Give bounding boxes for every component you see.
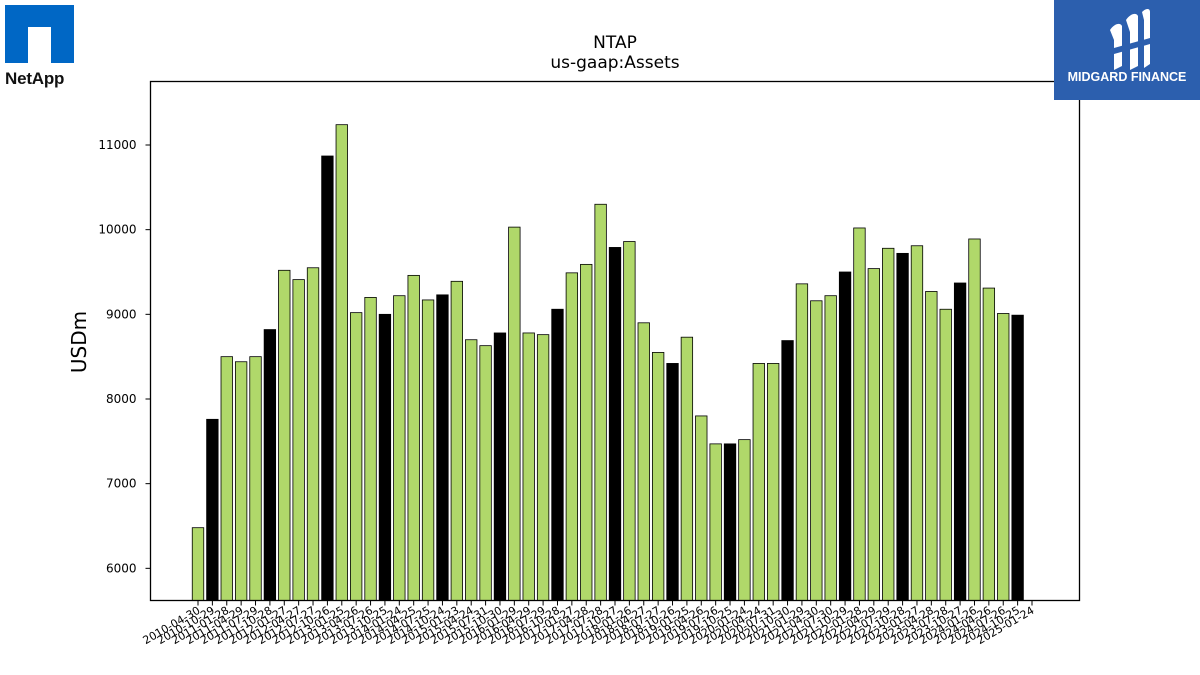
bar-2022-10-28 (896, 252, 909, 601)
y-tick-label: 10000 (98, 223, 136, 237)
bar-2010-04-30 (191, 527, 205, 601)
bar-2014-01-24 (393, 295, 406, 601)
midgard-finance-logo: MIDGARD FINANCE (1054, 0, 1200, 100)
bar-2019-01-25 (680, 336, 694, 601)
bar-2018-01-26 (623, 241, 636, 601)
x-axis: 2010-04-302010-10-292011-01-282011-04-29… (141, 600, 1037, 647)
bar-2011-01-28 (220, 356, 233, 601)
bar-2016-04-29 (522, 332, 535, 601)
bar-2023-07-28 (939, 308, 952, 601)
bar-2019-10-25 (723, 443, 737, 601)
bar-2022-04-29 (867, 268, 880, 601)
netapp-logo-icon (5, 5, 74, 63)
y-axis-label: USDm (67, 311, 91, 373)
bar-2017-04-28 (580, 263, 593, 601)
bar-2017-10-27 (608, 247, 622, 601)
bar-2019-04-26 (695, 415, 708, 601)
bar-2013-01-25 (335, 124, 348, 601)
y-tick-label: 6000 (106, 561, 137, 575)
bar-2021-07-30 (824, 295, 837, 601)
y-tick-label: 8000 (106, 392, 137, 406)
bar-2018-04-27 (637, 322, 650, 601)
bar-2024-07-26 (997, 313, 1010, 601)
bar-2023-10-27 (953, 282, 967, 601)
y-tick-label: 9000 (106, 307, 137, 321)
bar-2020-01-24 (738, 439, 751, 601)
bar-2016-01-29 (508, 226, 521, 601)
bar-2014-10-24 (436, 294, 449, 601)
bar-2012-04-27 (292, 279, 305, 601)
bar-2012-10-26 (321, 155, 334, 601)
plot-frame (149, 80, 1081, 602)
bar-2013-07-26 (364, 296, 377, 601)
bar-2021-04-30 (810, 300, 823, 601)
bar-2016-10-28 (551, 308, 564, 601)
netapp-wordmark: NetApp (5, 69, 65, 88)
bar-2013-04-26 (350, 312, 363, 601)
y-tick-label: 11000 (98, 138, 136, 152)
bar-2012-01-27 (278, 269, 291, 601)
bar-2024-01-26 (968, 238, 981, 601)
bar-2015-01-23 (450, 280, 463, 601)
bar-2012-07-27 (306, 267, 320, 601)
bar-2018-07-27 (651, 352, 665, 601)
bar-2011-10-28 (263, 329, 277, 601)
y-axis: 6000 7000 8000 9000 10000 11000 (98, 138, 151, 575)
bar-2020-07-31 (767, 363, 780, 601)
chart-subtitle: us-gaap:Assets (550, 53, 679, 73)
bar-2024-10-25 (1011, 314, 1024, 601)
bar-2021-10-29 (838, 271, 852, 601)
bar-2023-04-28 (925, 291, 938, 601)
midgard-finance-wordmark: MIDGARD FINANCE (1067, 70, 1187, 84)
bar-2010-10-29 (206, 418, 219, 601)
bar-2023-01-27 (910, 245, 924, 601)
bar-2011-04-29 (234, 361, 248, 601)
bar-2021-01-29 (795, 283, 809, 601)
bar-2015-07-31 (479, 345, 492, 601)
bar-2014-04-25 (407, 274, 420, 601)
bar-2020-04-24 (752, 363, 765, 601)
bar-2011-07-29 (249, 356, 262, 601)
bar-2022-07-29 (882, 247, 895, 601)
bar-2016-07-29 (536, 334, 550, 601)
chart-title: NTAP (593, 33, 637, 53)
bar-2014-07-25 (421, 299, 435, 601)
bar-2019-07-26 (709, 443, 722, 601)
bar-2015-10-30 (493, 332, 507, 601)
bar-2020-10-30 (781, 340, 794, 601)
bar-2024-04-26 (982, 287, 996, 601)
bar-2017-07-28 (594, 203, 607, 601)
bar-2018-10-26 (666, 363, 679, 601)
bar-2015-04-24 (465, 339, 478, 601)
bar-2022-01-28 (853, 227, 866, 601)
bar-2013-10-25 (378, 313, 392, 601)
bar-2017-01-27 (565, 272, 579, 601)
y-tick-label: 7000 (106, 477, 137, 491)
plot-area (191, 124, 1024, 601)
midgard-finance-logo-icon (1110, 9, 1150, 70)
netapp-logo: NetApp (5, 5, 95, 95)
